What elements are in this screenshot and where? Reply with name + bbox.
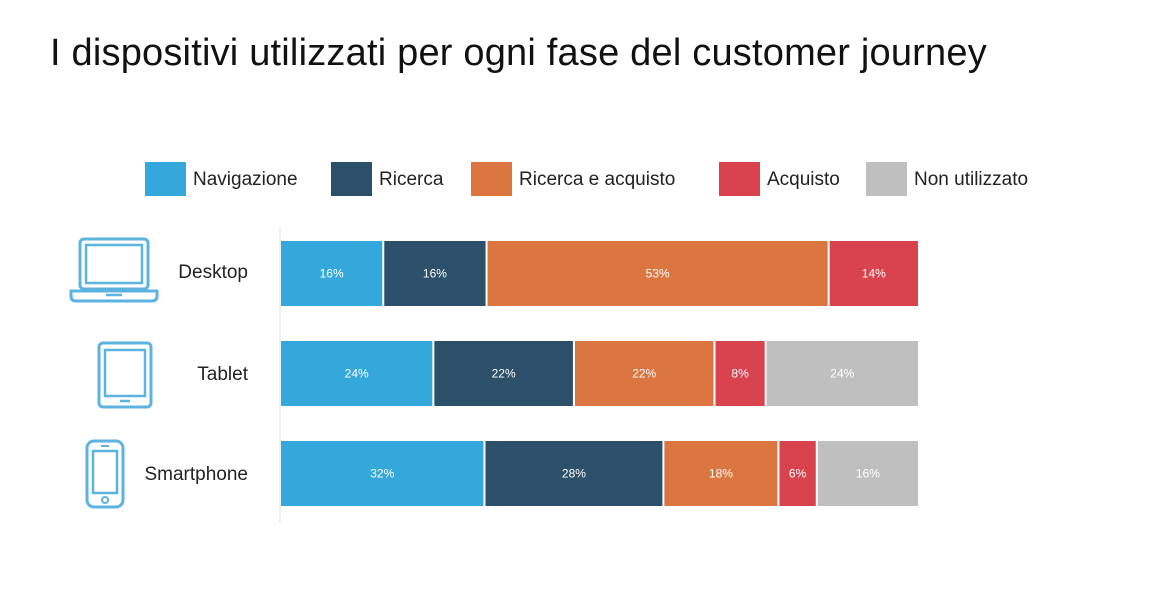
bar-tablet-ricerca [434,341,573,406]
bar-tablet-non-utilizzato [766,341,918,406]
legend-label-navigazione: Navigazione [193,169,298,190]
bar-desktop-ricerca [384,241,486,306]
data-label-tablet-non-utilizzato: 24% [830,367,854,381]
legend-swatch-navigazione [145,162,186,196]
category-label-smartphone: Smartphone [144,464,248,485]
bar-desktop-ricerca-e-acquisto [487,241,828,306]
data-label-tablet-navigazione: 24% [345,367,369,381]
bar-desktop-acquisto [829,241,918,306]
bar-tablet-acquisto [715,341,765,406]
bar-smartphone-ricerca [485,441,663,506]
data-label-tablet-ricerca-e-acquisto: 22% [632,367,656,381]
bar-smartphone-ricerca-e-acquisto [664,441,778,506]
bar-smartphone-acquisto [779,441,816,506]
legend-label-acquisto: Acquisto [767,169,840,190]
legend-swatch-ricerca-e-acquisto [471,162,512,196]
data-label-tablet-ricerca: 22% [492,367,516,381]
legend-swatch-acquisto [719,162,760,196]
data-label-desktop-acquisto: 14% [862,267,886,281]
tablet-icon [97,341,153,409]
legend-swatch-non-utilizzato [866,162,907,196]
data-label-smartphone-ricerca: 28% [562,467,586,481]
data-label-desktop-navigazione: 16% [320,267,344,281]
bar-desktop-navigazione [281,241,383,306]
data-label-desktop-ricerca: 16% [423,267,447,281]
legend-label-ricerca-e-acquisto: Ricerca e acquisto [519,169,676,190]
data-label-smartphone-acquisto: 6% [789,467,807,481]
bar-smartphone-non-utilizzato [817,441,918,506]
legend-label-non-utilizzato: Non utilizzato [914,169,1029,190]
data-label-desktop-ricerca-e-acquisto: 53% [646,267,670,281]
data-label-smartphone-ricerca-e-acquisto: 18% [709,467,733,481]
bar-smartphone-navigazione [281,441,484,506]
laptop-icon [69,237,159,303]
category-label-desktop: Desktop [178,262,248,283]
data-label-smartphone-non-utilizzato: 16% [856,467,880,481]
smartphone-icon [85,439,125,509]
legend-label-ricerca: Ricerca [379,169,444,190]
chart-title: I dispositivi utilizzati per ogni fase d… [50,32,987,74]
bar-tablet-ricerca-e-acquisto [574,341,714,406]
bar-tablet-navigazione [281,341,433,406]
category-label-tablet: Tablet [197,364,248,385]
data-label-smartphone-navigazione: 32% [370,467,394,481]
legend-swatch-ricerca [331,162,372,196]
data-label-tablet-acquisto: 8% [731,367,749,381]
